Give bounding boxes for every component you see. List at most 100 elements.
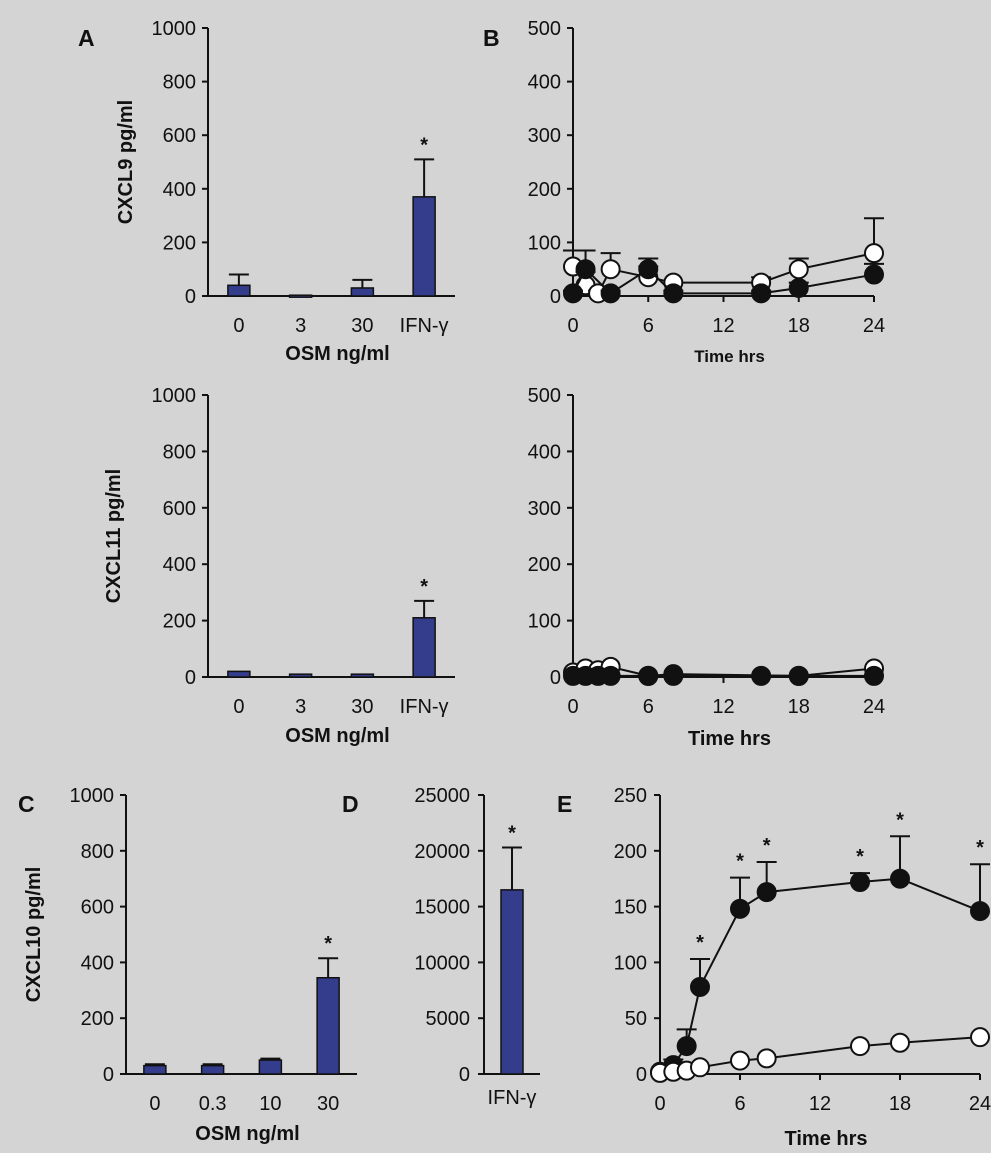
y-tick-label: 500	[528, 18, 561, 40]
bar	[412, 196, 436, 297]
y-tick-label: 200	[528, 179, 561, 201]
bar	[227, 670, 251, 678]
y-tick-label: 0	[185, 667, 196, 689]
y-tick-label: 200	[528, 554, 561, 576]
x-tick-label: 0	[149, 1093, 160, 1115]
x-axis-title: OSM ng/ml	[195, 1123, 299, 1145]
x-axis-title: Time hrs	[694, 347, 765, 366]
x-tick-label: 12	[809, 1093, 831, 1115]
x-tick-label: IFN-γ	[488, 1087, 537, 1109]
data-point-filled	[663, 283, 684, 304]
y-tick-label: 10000	[414, 952, 470, 974]
bar	[350, 673, 375, 678]
x-tick-label: 18	[889, 1093, 911, 1115]
x-axis-title: OSM ng/ml	[285, 343, 389, 365]
significance-marker: *	[420, 134, 428, 156]
y-tick-label: 200	[81, 1008, 114, 1030]
data-point-filled	[563, 283, 583, 304]
panel-e: E 0 50 100 150 200 250 Time hrs 0 6 12 18 24 * * * * * *	[557, 785, 991, 1150]
data-point-filled	[751, 665, 772, 686]
data-point-open	[756, 1048, 777, 1069]
bar	[350, 287, 375, 297]
x-tick-label: 0	[233, 315, 244, 337]
x-tick-label: 0.3	[199, 1093, 227, 1115]
bar	[258, 1059, 283, 1075]
significance-marker: *	[420, 576, 428, 598]
y-tick-label: 15000	[414, 897, 470, 919]
data-point-filled	[850, 872, 870, 893]
bar	[316, 976, 340, 1075]
data-point-filled	[690, 976, 710, 997]
y-axis-title: CXCL11 pg/ml	[103, 469, 125, 603]
x-tick-label: 6	[643, 315, 654, 337]
x-tick-label: 3	[295, 696, 306, 718]
y-tick-label: 400	[81, 952, 114, 974]
x-tick-label: 24	[863, 696, 885, 718]
x-tick-label: 18	[788, 696, 810, 718]
data-point-open	[730, 1050, 750, 1071]
y-tick-label: 1000	[70, 785, 115, 807]
data-point-filled	[600, 665, 621, 686]
x-tick-label: 12	[712, 315, 734, 337]
data-point-filled	[575, 259, 596, 280]
data-point-filled	[788, 665, 809, 686]
y-axis-title: CXCL10 pg/ml	[23, 867, 45, 1003]
y-tick-label: 50	[625, 1008, 647, 1030]
panel-label: A	[78, 25, 95, 51]
y-tick-label: 200	[163, 611, 196, 633]
data-point-filled	[756, 882, 777, 903]
panel-b1: B 0 100 200 300 400 500 Time hrs 0 6 12 18 24	[483, 18, 885, 366]
y-tick-label: 200	[163, 232, 196, 254]
x-tick-label: 0	[654, 1093, 665, 1115]
x-tick-label: 6	[643, 696, 654, 718]
panel-a1: A 0 200 400 600 800 1000 CXCL9 pg/ml OSM ng/ml 0 3…	[78, 18, 455, 365]
x-tick-label: 12	[712, 696, 734, 718]
y-tick-label: 100	[528, 611, 561, 633]
y-tick-label: 0	[550, 667, 561, 689]
y-tick-label: 600	[163, 125, 196, 147]
data-point-filled	[751, 283, 772, 304]
bar	[227, 284, 251, 297]
x-tick-label: 30	[351, 696, 373, 718]
x-axis-title: Time hrs	[688, 728, 771, 750]
data-point-filled	[864, 264, 884, 285]
data-point-filled	[600, 283, 621, 304]
data-point-filled	[638, 259, 659, 280]
panel-b2: 0 100 200 300 400 500 Time hrs 0 6 12 18 24	[528, 385, 886, 750]
y-tick-label: 300	[528, 125, 561, 147]
x-tick-label: 30	[317, 1093, 339, 1115]
data-point-filled	[788, 277, 809, 298]
data-point-filled	[638, 665, 659, 686]
significance-marker: *	[324, 933, 332, 955]
data-point-open	[890, 1032, 910, 1053]
y-tick-label: 1000	[152, 18, 197, 40]
significance-marker: *	[976, 837, 984, 859]
y-tick-label: 20000	[414, 841, 470, 863]
data-point-open	[850, 1036, 870, 1057]
data-point-open	[970, 1027, 990, 1048]
x-tick-label: 10	[259, 1093, 281, 1115]
x-tick-label: 18	[788, 315, 810, 337]
x-tick-label: 0	[567, 315, 578, 337]
y-tick-label: 250	[614, 785, 647, 807]
panel-label: C	[18, 791, 35, 817]
panel-c: C 0 200 400 600 800 1000 CXCL10 pg/ml OSM ng/ml 0…	[18, 785, 357, 1145]
y-tick-label: 0	[103, 1064, 114, 1086]
panel-label: D	[342, 791, 359, 817]
y-tick-label: 100	[614, 952, 647, 974]
x-axis-title: Time hrs	[785, 1128, 868, 1150]
data-point-filled	[970, 901, 990, 922]
data-point-filled	[864, 665, 884, 686]
y-tick-label: 800	[163, 72, 196, 94]
y-tick-label: 0	[636, 1064, 647, 1086]
x-tick-label: 24	[969, 1093, 991, 1115]
x-tick-label: IFN-γ	[400, 315, 449, 337]
y-tick-label: 25000	[414, 785, 470, 807]
bar	[200, 1064, 225, 1075]
data-point-filled	[676, 1036, 697, 1057]
panel-a2: 0 200 400 600 800 1000 CXCL11 pg/ml OSM ng/ml 0 3…	[103, 385, 455, 747]
y-tick-label: 800	[81, 841, 114, 863]
y-tick-label: 400	[163, 179, 196, 201]
y-tick-label: 500	[528, 385, 561, 407]
